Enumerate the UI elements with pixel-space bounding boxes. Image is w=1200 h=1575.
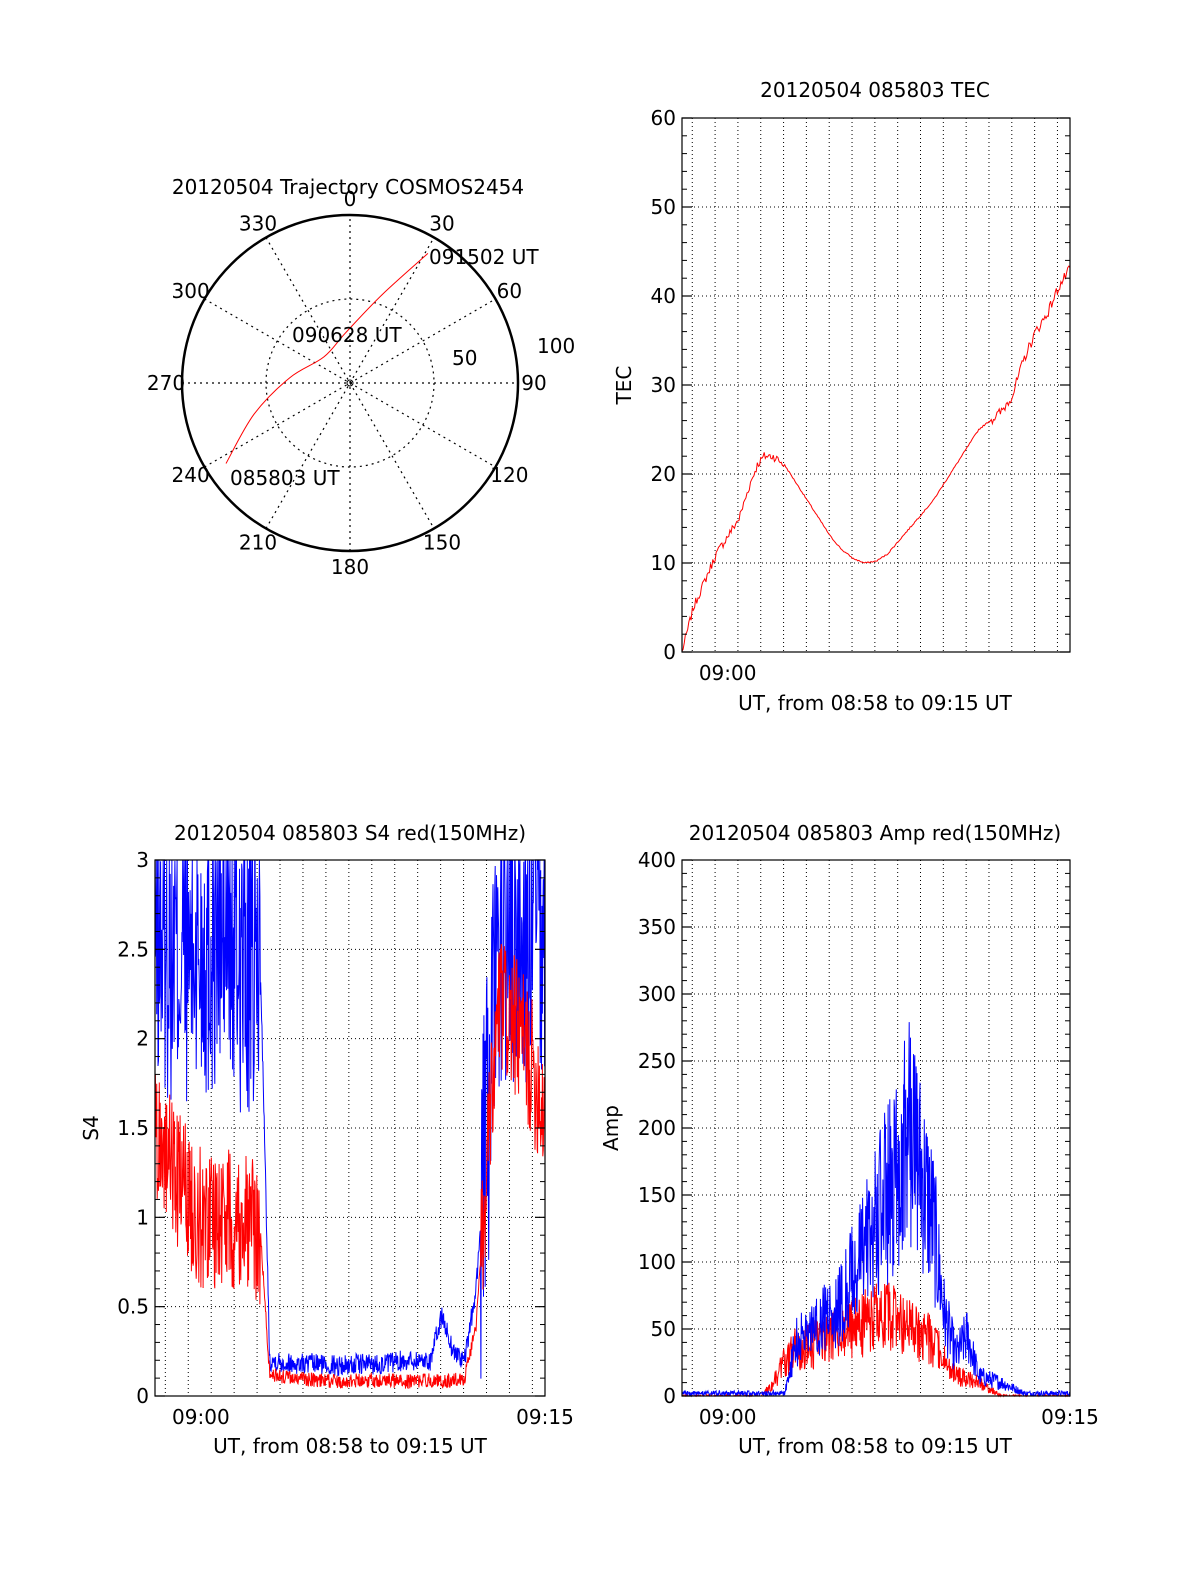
trajectory-polar-plot: 20120504 Trajectory COSMOS2454 0 30 60 90 12…	[147, 175, 575, 579]
amp-ytick-label: 0	[663, 1384, 676, 1408]
polar-radial-label-100: 100	[537, 334, 575, 358]
polar-azimuth-label-90: 90	[521, 371, 546, 395]
s4-ytick-label: 2	[136, 1027, 149, 1051]
polar-trajectory-line	[225, 253, 429, 464]
polar-azimuth-label-270: 270	[147, 371, 185, 395]
s4-title: 20120504 085803 S4 red(150MHz)	[174, 821, 526, 845]
amp-ytick-label: 50	[651, 1317, 676, 1341]
polar-azimuth-label-240: 240	[172, 463, 210, 487]
polar-azimuth-label-0: 0	[344, 187, 357, 211]
s4-ytick-label: 0	[136, 1384, 149, 1408]
tec-plot: 20120504 085803 TEC UT, from 08:58 to 09…	[612, 78, 1071, 715]
amp-xlabel: UT, from 08:58 to 09:15 UT	[738, 1434, 1013, 1458]
polar-azimuth-label-300: 300	[172, 279, 210, 303]
tec-grid	[682, 118, 1070, 652]
polar-radial-label-50: 50	[452, 346, 477, 370]
tec-ytick-label: 40	[651, 284, 676, 308]
polar-outer-circle	[180, 213, 520, 553]
s4-ytick-label: 1.5	[117, 1116, 149, 1140]
amp-plot: 20120504 085803 Amp red(150MHz) UT, from…	[599, 821, 1099, 1458]
amp-ytick-label: 350	[638, 915, 676, 939]
tec-ytick-label: 60	[651, 106, 676, 130]
amp-ytick-label: 300	[638, 982, 676, 1006]
polar-azimuth-label-150: 150	[423, 530, 461, 554]
amp-ytick-label: 100	[638, 1250, 676, 1274]
polar-azimuth-labels: 0 30 60 90 120 150 180 210 240 270 300 330	[147, 187, 547, 579]
polar-azimuth-label-180: 180	[331, 555, 369, 579]
polar-grid	[182, 215, 518, 551]
tec-ytick-label: 10	[651, 551, 676, 575]
polar-azimuth-label-120: 120	[490, 463, 528, 487]
s4-series-blue	[154, 859, 546, 1379]
s4-plot: 20120504 085803 S4 red(150MHz) UT, from …	[79, 821, 574, 1458]
amp-title: 20120504 085803 Amp red(150MHz)	[689, 821, 1061, 845]
amp-ylabel: Amp	[599, 1105, 623, 1151]
annotation-end-time: 091502 UT	[429, 245, 539, 269]
s4-grid	[155, 860, 545, 1396]
polar-azimuth-label-210: 210	[239, 530, 277, 554]
s4-ytick-label: 1	[136, 1205, 149, 1229]
tec-xlabel: UT, from 08:58 to 09:15 UT	[738, 691, 1013, 715]
s4-xlabel: UT, from 08:58 to 09:15 UT	[213, 1434, 488, 1458]
tec-xtick-label: 09:00	[699, 661, 757, 685]
amp-ytick-label: 200	[638, 1116, 676, 1140]
s4-ytick-label: 3	[136, 848, 149, 872]
amp-series-blue	[681, 1022, 1071, 1398]
tec-ytick-label: 30	[651, 373, 676, 397]
polar-azimuth-label-330: 330	[239, 212, 277, 236]
amp-xtick-label: 09:15	[1041, 1405, 1099, 1429]
amp-ytick-label: 250	[638, 1049, 676, 1073]
tec-ytick-label: 50	[651, 195, 676, 219]
tec-series-red	[681, 265, 1071, 652]
amp-ytick-label: 400	[638, 848, 676, 872]
tec-ytick-label: 0	[663, 640, 676, 664]
s4-xtick-label: 09:15	[516, 1405, 574, 1429]
polar-inner-circle	[265, 298, 435, 468]
amp-xtick-label: 09:00	[699, 1405, 757, 1429]
amp-series-red	[681, 1282, 1071, 1398]
polar-azimuth-label-30: 30	[429, 212, 454, 236]
polar-center-mark	[346, 379, 354, 387]
polar-azimuth-label-60: 60	[497, 279, 522, 303]
tec-ytick-label: 20	[651, 462, 676, 486]
s4-ytick-label: 2.5	[117, 937, 149, 961]
tec-ylabel: TEC	[612, 366, 636, 406]
amp-ytick-label: 150	[638, 1183, 676, 1207]
s4-series-red	[154, 943, 546, 1390]
polar-title: 20120504 Trajectory COSMOS2454	[172, 175, 524, 199]
amp-grid	[682, 860, 1070, 1396]
s4-xtick-label: 09:00	[172, 1405, 230, 1429]
s4-ytick-label: 0.5	[117, 1295, 149, 1319]
annotation-mid-time: 090628 UT	[292, 323, 402, 347]
polar-spoke-150	[265, 237, 435, 529]
s4-ylabel: S4	[79, 1115, 103, 1140]
tec-title: 20120504 085803 TEC	[760, 78, 990, 102]
annotation-start-time: 085803 UT	[230, 466, 340, 490]
